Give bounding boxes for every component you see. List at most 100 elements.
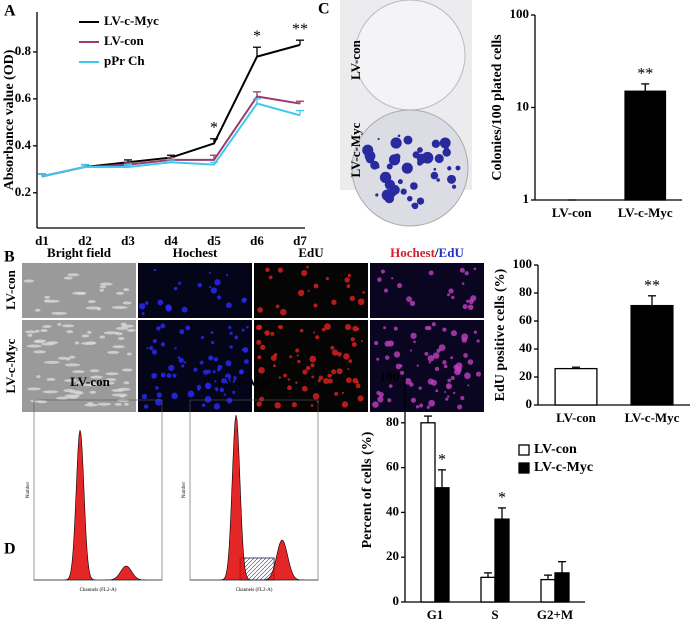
cell bbox=[272, 364, 276, 368]
cell bbox=[126, 352, 132, 356]
cell bbox=[315, 335, 320, 340]
cell bbox=[445, 397, 449, 401]
y-tick-label: 60 bbox=[386, 459, 399, 474]
cell bbox=[88, 382, 99, 386]
cell bbox=[380, 269, 386, 274]
cell bbox=[356, 380, 359, 384]
cell bbox=[344, 324, 352, 331]
cell bbox=[115, 326, 129, 330]
cell bbox=[24, 330, 37, 334]
cell bbox=[454, 368, 461, 376]
cell bbox=[171, 392, 178, 400]
colony bbox=[389, 184, 400, 195]
cell bbox=[42, 325, 52, 329]
cell bbox=[84, 403, 98, 407]
cell bbox=[289, 355, 293, 359]
micrograph bbox=[370, 320, 484, 412]
cell bbox=[225, 360, 232, 367]
y-axis-label: EdU positive cells (%) bbox=[493, 268, 508, 401]
cell bbox=[34, 308, 41, 312]
colony bbox=[431, 139, 441, 148]
cell bbox=[397, 283, 403, 289]
cell bbox=[183, 361, 187, 364]
legend-label: LV-c-Myc bbox=[104, 13, 159, 28]
cell bbox=[475, 371, 482, 377]
cell bbox=[424, 325, 430, 331]
cell bbox=[448, 288, 454, 294]
cell bbox=[146, 346, 149, 350]
x-tick-label: d2 bbox=[78, 233, 92, 248]
cell bbox=[210, 331, 214, 335]
cell bbox=[305, 365, 311, 371]
cell bbox=[346, 284, 351, 289]
y-tick-label: 0.2 bbox=[15, 184, 31, 199]
cell bbox=[61, 324, 75, 328]
cell bbox=[310, 404, 314, 407]
cell bbox=[297, 289, 305, 297]
cell bbox=[229, 345, 233, 349]
bar bbox=[630, 304, 674, 406]
cell bbox=[291, 401, 298, 408]
cell bbox=[257, 355, 262, 360]
colony bbox=[369, 152, 375, 158]
cell bbox=[64, 363, 81, 367]
cell bbox=[387, 398, 392, 403]
cell bbox=[172, 373, 177, 378]
cell bbox=[85, 306, 101, 310]
cell bbox=[120, 322, 127, 326]
cell bbox=[435, 389, 439, 393]
cell bbox=[208, 271, 211, 275]
cell bbox=[27, 387, 41, 391]
cell bbox=[57, 322, 62, 326]
annotation: * bbox=[253, 28, 261, 45]
cell bbox=[393, 351, 401, 358]
colony bbox=[400, 188, 407, 195]
colony bbox=[433, 167, 437, 171]
panel-label: B bbox=[4, 249, 15, 266]
cell bbox=[99, 282, 113, 286]
cell bbox=[226, 397, 233, 404]
cell bbox=[406, 296, 412, 302]
cell bbox=[117, 337, 125, 341]
cell bbox=[278, 376, 282, 379]
x-tick-label: d7 bbox=[293, 233, 307, 248]
cell bbox=[428, 399, 436, 407]
histogram-axis-label: Number bbox=[26, 481, 31, 498]
cell bbox=[357, 298, 365, 306]
cell bbox=[46, 341, 59, 345]
colony bbox=[434, 154, 444, 164]
panel-label: A bbox=[4, 3, 16, 20]
cell bbox=[362, 291, 365, 294]
cell bbox=[238, 369, 245, 375]
cell bbox=[223, 393, 226, 396]
cell bbox=[463, 353, 468, 358]
x-tick-label: G1 bbox=[427, 607, 444, 622]
x-tick-label: d6 bbox=[250, 233, 264, 248]
cell bbox=[107, 350, 120, 354]
cell bbox=[166, 373, 172, 378]
bar bbox=[540, 578, 556, 603]
cell bbox=[160, 323, 166, 329]
cell bbox=[89, 369, 100, 373]
cell bbox=[157, 299, 164, 306]
cell bbox=[310, 363, 315, 368]
cell bbox=[126, 328, 136, 332]
micrograph bbox=[22, 320, 136, 412]
cell bbox=[274, 402, 281, 409]
y-tick-label: 10 bbox=[516, 98, 529, 113]
cell bbox=[179, 329, 185, 335]
cell bbox=[378, 392, 384, 398]
cell bbox=[213, 403, 220, 410]
cell bbox=[177, 356, 181, 359]
cell bbox=[160, 342, 166, 347]
cell bbox=[152, 338, 157, 344]
cell bbox=[376, 357, 380, 361]
cell bbox=[111, 305, 128, 309]
x-tick-label: d3 bbox=[121, 233, 135, 248]
cell bbox=[199, 360, 204, 365]
cell bbox=[344, 277, 350, 283]
cell bbox=[112, 345, 125, 349]
y-tick-label: 0.6 bbox=[15, 90, 32, 105]
cell bbox=[321, 327, 326, 332]
histogram-title: LV-con bbox=[70, 374, 111, 389]
